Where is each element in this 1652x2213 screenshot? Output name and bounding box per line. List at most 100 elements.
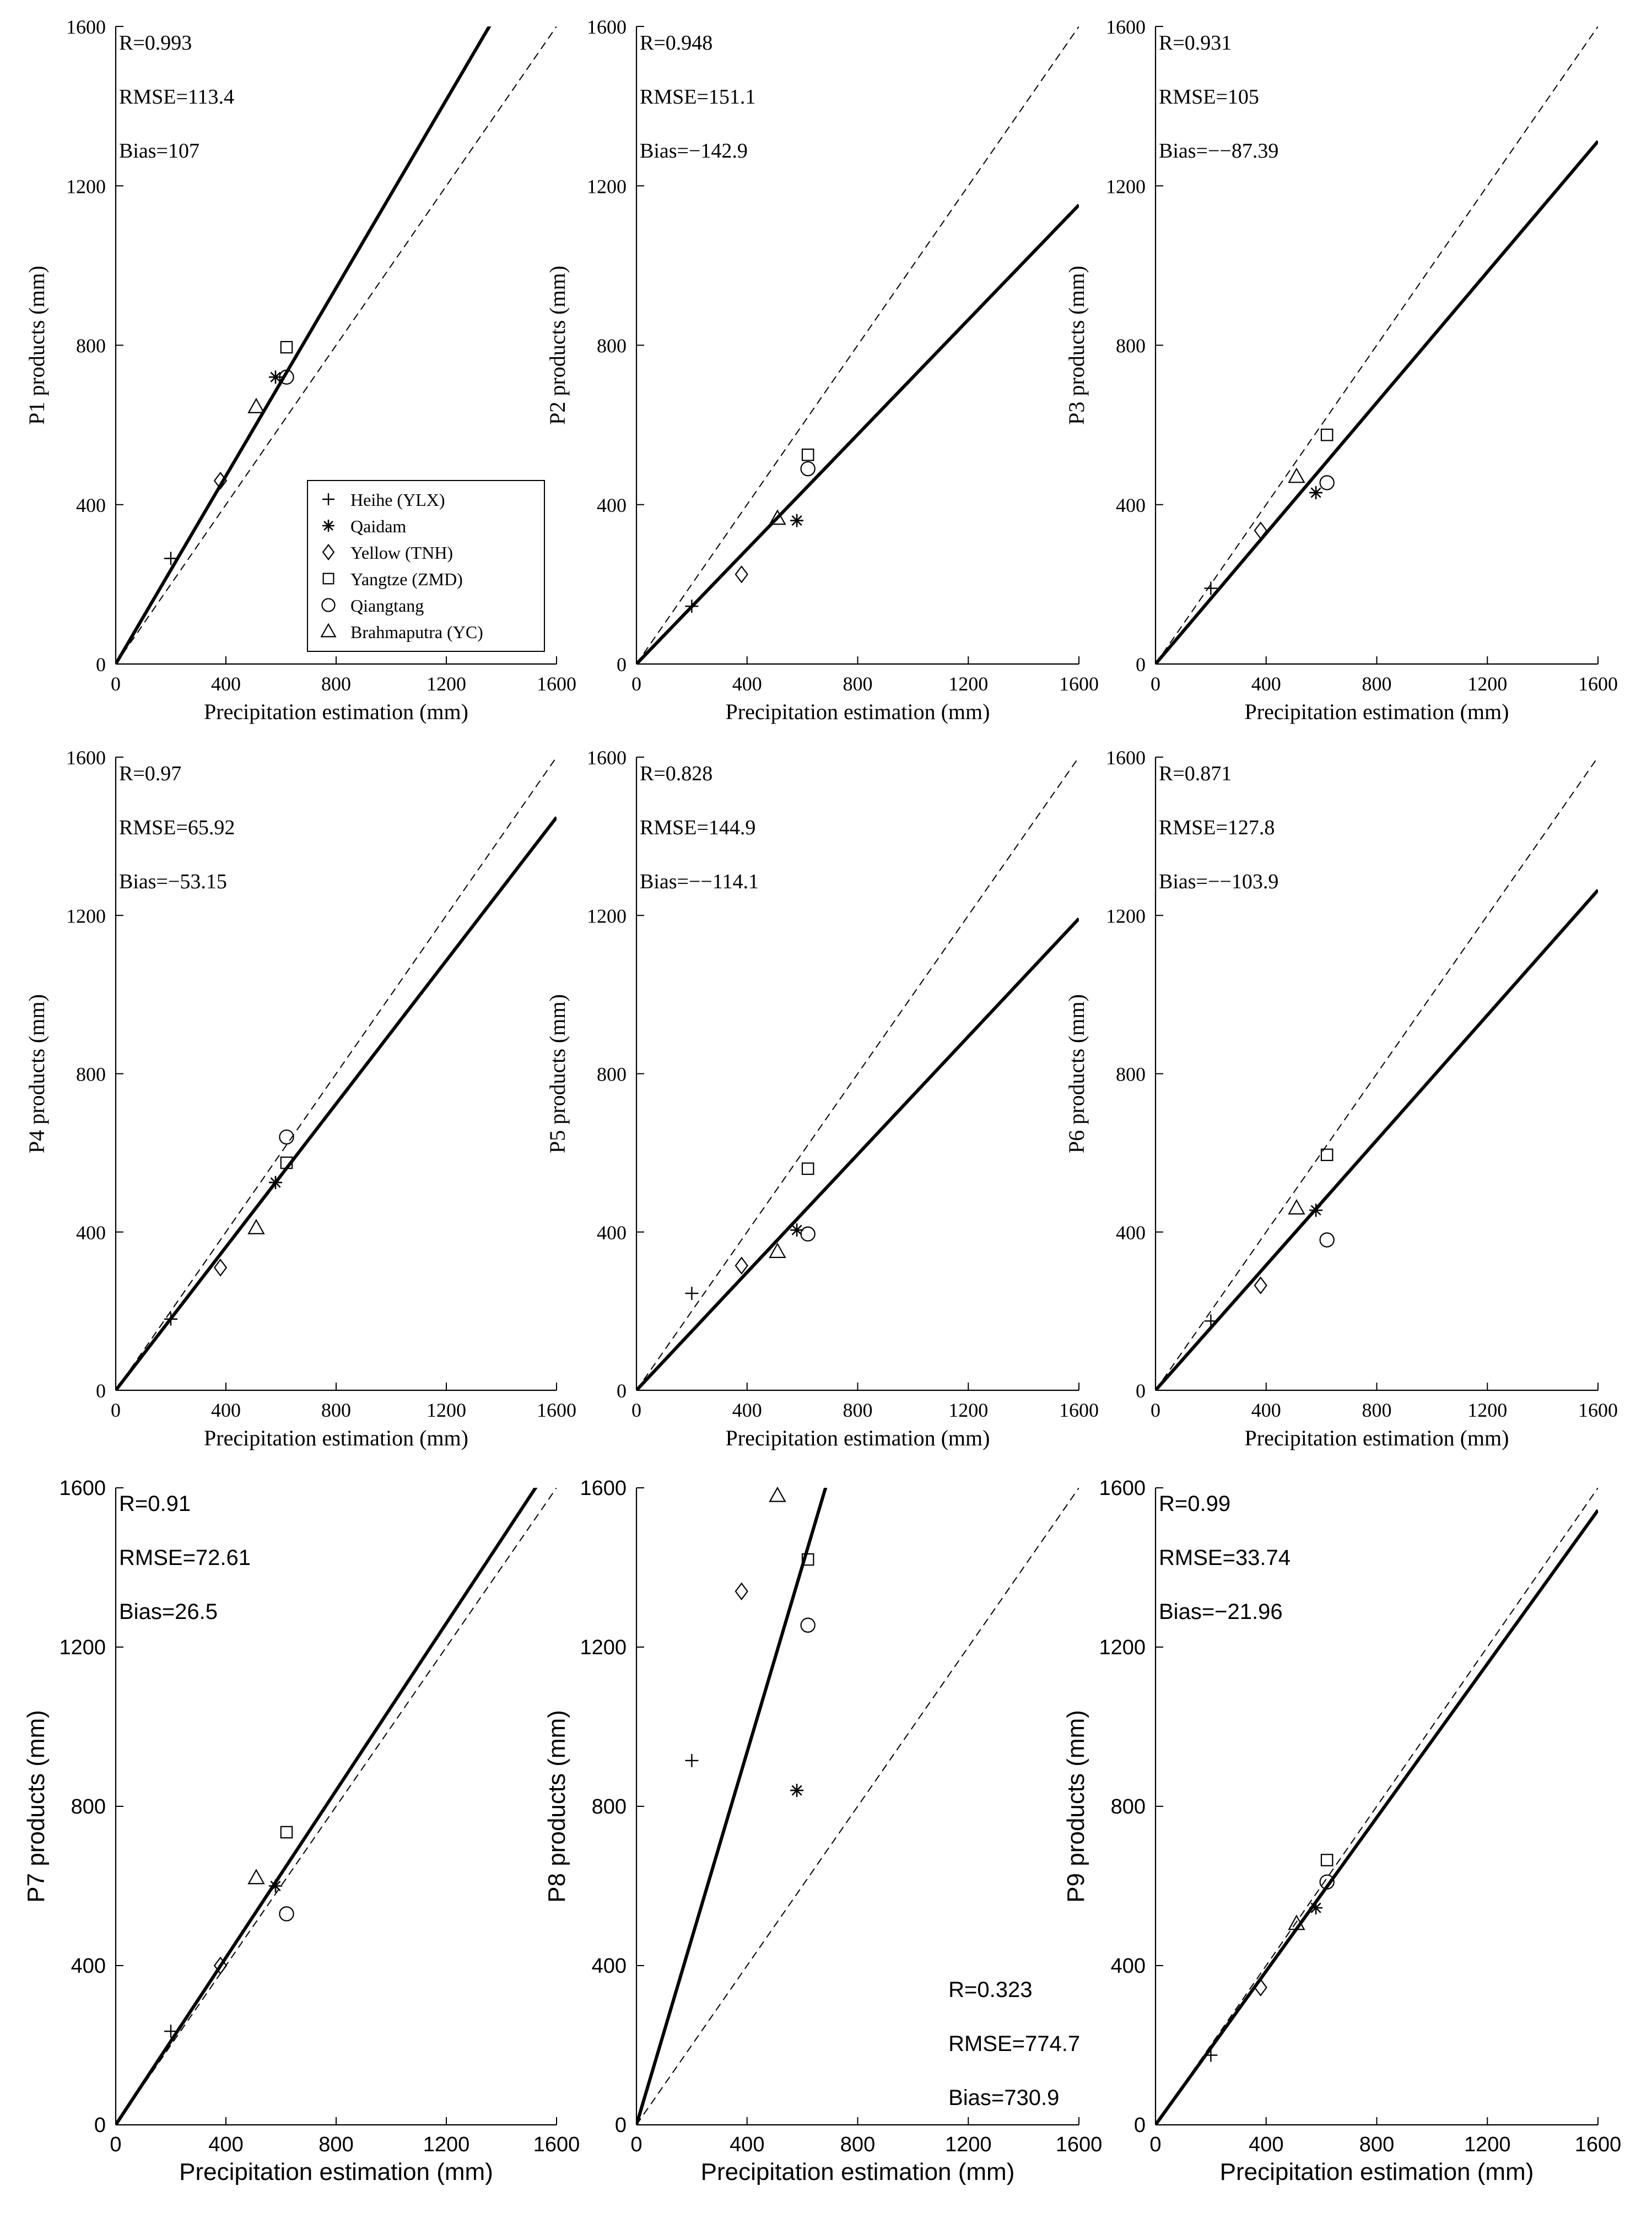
x-tick-label: 800 — [1359, 2133, 1394, 2156]
data-point-square — [801, 1553, 814, 1566]
y-tick-label: 800 — [1116, 335, 1146, 357]
chart-panel-8: 0 400 800 1200 1600 0 400 800 1200 1600 Precipitat… — [543, 1477, 1103, 2185]
chart-panel-1: 0 400 800 1200 1600 0 400 800 1200 1600 Precipitat… — [24, 16, 576, 724]
x-tick-label: 400 — [1251, 673, 1281, 695]
y-tick-label: 0 — [1136, 654, 1146, 676]
stat-bias: Bias=730.9 — [948, 2086, 1059, 2110]
fit-line — [1156, 140, 1598, 664]
y-tick-label: 1600 — [580, 1477, 627, 1500]
stat-r: R=0.323 — [948, 1978, 1032, 2002]
data-point-diamond — [735, 1582, 748, 1601]
x-tick-label: 800 — [321, 1399, 351, 1421]
y-tick-label: 800 — [76, 1064, 106, 1086]
y-tick-label: 1200 — [580, 1636, 627, 1659]
y-tick-label: 400 — [597, 1222, 627, 1244]
y-tick-label: 400 — [1116, 494, 1146, 516]
reference-lines — [116, 1488, 557, 2125]
one-to-one-line — [636, 1488, 1079, 2125]
x-axis-label: Precipitation estimation (mm) — [1220, 2158, 1534, 2185]
legend-label: Yellow (TNH) — [350, 543, 453, 563]
chart-panel-4: 0 400 800 1200 1600 0 400 800 1200 1600 Precipitat… — [24, 747, 576, 1450]
data-point-diamond — [1254, 1978, 1267, 1996]
data-point-circle — [1319, 1874, 1335, 1890]
one-to-one-line — [116, 1488, 557, 2125]
stat-r: R=0.828 — [640, 762, 712, 785]
legend-marker-circle — [321, 598, 336, 612]
y-tick-label: 0 — [96, 654, 106, 676]
y-tick-label: 1200 — [1106, 175, 1146, 197]
y-tick-label: 800 — [76, 335, 106, 357]
x-tick-label: 400 — [1251, 1399, 1281, 1421]
data-point-triangle — [1288, 1914, 1305, 1930]
x-tick-label: 800 — [1362, 1399, 1392, 1421]
x-tick-label: 0 — [110, 2133, 121, 2156]
y-tick-label: 0 — [617, 1380, 627, 1402]
y-tick-label: 1200 — [587, 905, 627, 927]
one-to-one-line — [1156, 1488, 1598, 2125]
x-tick-label: 1200 — [948, 673, 988, 695]
x-tick-label: 1600 — [1056, 2133, 1103, 2156]
x-tick-label: 800 — [843, 673, 873, 695]
data-point-asterisk-d2 — [1310, 1902, 1321, 1913]
x-tick-label: 1600 — [533, 2133, 580, 2156]
stat-rmse: RMSE=72.61 — [119, 1546, 251, 1570]
y-tick-label: 400 — [76, 1222, 106, 1244]
one-to-one-line — [1156, 757, 1598, 1390]
x-tick-label: 1600 — [1578, 673, 1618, 695]
reference-lines — [1156, 1488, 1598, 2125]
y-tick-label: 800 — [597, 1064, 627, 1086]
fit-line — [1156, 1509, 1598, 2125]
x-tick-label: 0 — [631, 1399, 641, 1421]
y-tick-label: 1600 — [66, 16, 106, 38]
data-point-triangle — [769, 1243, 786, 1258]
chart-panel-6: 0 400 800 1200 1600 0 400 800 1200 1600 Precipitat… — [1064, 747, 1618, 1450]
y-tick-label: 400 — [1116, 1222, 1146, 1244]
reference-lines — [116, 26, 557, 664]
legend-label: Brahmaputra (YC) — [350, 622, 483, 642]
data-point-square — [280, 1826, 293, 1839]
one-to-one-line — [636, 26, 1079, 664]
y-tick-label: 1200 — [1099, 1636, 1146, 1659]
y-tick-label: 0 — [1134, 2114, 1146, 2137]
y-tick-label: 400 — [592, 1955, 627, 1978]
data-point-circle — [279, 369, 294, 385]
data-point-diamond — [213, 472, 228, 490]
x-axis-label: Precipitation estimation (mm) — [1245, 1426, 1509, 1450]
legend-label: Qiangtang — [350, 596, 424, 616]
data-point-circle — [800, 461, 816, 477]
y-tick-label: 800 — [592, 1795, 627, 1818]
stat-r: R=0.99 — [1159, 1492, 1230, 1516]
x-tick-label: 1600 — [1578, 1399, 1618, 1421]
x-tick-label: 1600 — [1059, 1399, 1099, 1421]
x-axis-label: Precipitation estimation (mm) — [204, 699, 468, 724]
fit-line — [636, 917, 1079, 1390]
x-tick-label: 400 — [208, 2133, 243, 2156]
data-point-diamond — [1254, 521, 1267, 539]
stat-r: R=0.948 — [640, 31, 712, 55]
data-point-asterisk-d2 — [270, 1177, 281, 1188]
stat-r: R=0.91 — [119, 1492, 191, 1516]
data-point-triangle — [247, 1218, 265, 1234]
data-point-triangle — [247, 1869, 265, 1885]
x-tick-label: 1200 — [1464, 2133, 1511, 2156]
stat-bias: Bias=−−87.39 — [1159, 139, 1278, 163]
reference-lines — [636, 1488, 1079, 2125]
legend: Heihe (YLX) Qaidam Yellow (TNH) Yangtze (ZM… — [307, 480, 545, 652]
y-tick-label: 1600 — [587, 747, 627, 769]
data-point-asterisk-d2 — [791, 515, 802, 526]
y-axis-label: P9 products (mm) — [1062, 1710, 1089, 1903]
x-axis-label: Precipitation estimation (mm) — [726, 699, 990, 724]
x-tick-label: 0 — [111, 673, 121, 695]
data-point-triangle — [247, 397, 265, 413]
data-point-diamond — [213, 1259, 228, 1277]
y-tick-label: 0 — [617, 654, 627, 676]
stat-rmse: RMSE=113.4 — [119, 85, 234, 109]
stat-bias: Bias=−142.9 — [640, 139, 748, 163]
x-tick-label: 1200 — [427, 673, 466, 695]
y-tick-label: 1200 — [66, 905, 106, 927]
y-axis-label: P7 products (mm) — [23, 1710, 50, 1903]
y-tick-label: 800 — [1111, 1795, 1146, 1818]
stat-bias: Bias=−53.15 — [119, 870, 227, 893]
x-tick-label: 400 — [730, 2133, 764, 2156]
x-tick-label: 400 — [732, 1399, 762, 1421]
